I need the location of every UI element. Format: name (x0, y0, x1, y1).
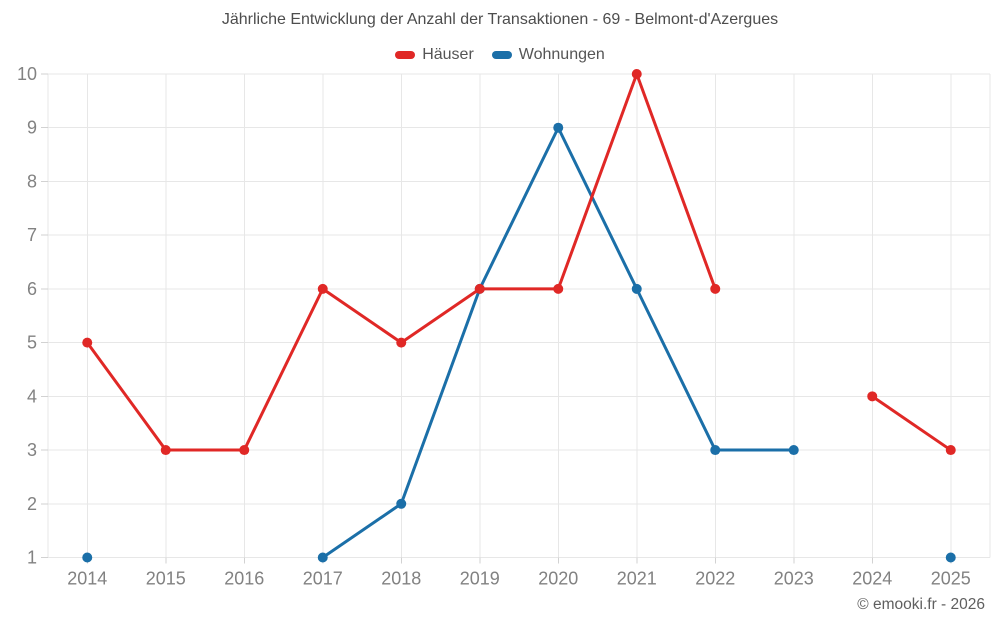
x-tick-label: 2015 (146, 569, 186, 589)
y-tick-label: 4 (27, 386, 37, 406)
data-point-hauser-2019[interactable] (474, 283, 485, 294)
x-tick-label: 2018 (381, 569, 421, 589)
x-tick-label: 2017 (303, 569, 343, 589)
y-tick-label: 8 (27, 171, 37, 191)
legend-label-haeuser: Häuser (422, 46, 474, 63)
data-point-hauser-2017[interactable] (317, 283, 328, 294)
legend-label-wohnungen: Wohnungen (518, 46, 605, 63)
y-tick-label: 10 (17, 64, 37, 84)
x-tick-label: 2022 (695, 569, 735, 589)
legend-swatch-haeuser (395, 51, 416, 59)
data-point-hauser-2015[interactable] (160, 445, 171, 456)
data-point-hauser-2025[interactable] (945, 445, 956, 456)
chart-legend: Häuser Wohnungen (0, 46, 1000, 64)
series-line-hauser (870, 394, 953, 452)
x-tick-label: 2020 (538, 569, 578, 589)
x-tick-label: 2014 (67, 569, 107, 589)
y-tick-label: 1 (27, 548, 37, 568)
data-point-hauser-2014[interactable] (82, 337, 93, 348)
data-point-hauser-2016[interactable] (239, 445, 250, 456)
x-tick-label: 2016 (224, 569, 264, 589)
data-point-hauser-2024[interactable] (867, 391, 878, 402)
x-tick-label: 2025 (931, 569, 971, 589)
y-tick-label: 7 (27, 225, 37, 245)
y-tick-label: 2 (27, 494, 37, 514)
data-point-wohnungen-2020[interactable] (553, 122, 564, 133)
y-tick-label: 6 (27, 279, 37, 299)
legend-item-haeuser[interactable]: Häuser (395, 46, 474, 64)
data-point-wohnungen-2021[interactable] (631, 283, 642, 294)
legend-swatch-wohnungen (491, 51, 512, 59)
x-tick-label: 2021 (617, 569, 657, 589)
data-point-wohnungen-2022[interactable] (710, 445, 721, 456)
y-tick-label: 5 (27, 333, 37, 353)
legend-item-wohnungen[interactable]: Wohnungen (491, 46, 605, 64)
x-tick-label: 2024 (852, 569, 892, 589)
data-point-hauser-2022[interactable] (710, 283, 721, 294)
data-point-wohnungen-2017[interactable] (317, 552, 328, 563)
data-point-hauser-2021[interactable] (631, 69, 642, 79)
data-point-hauser-2020[interactable] (553, 283, 564, 294)
data-point-wohnungen-2018[interactable] (396, 498, 407, 509)
copyright-watermark: © emooki.fr - 2026 (857, 596, 985, 613)
data-point-wohnungen-2014[interactable] (82, 552, 93, 563)
data-point-wohnungen-2023[interactable] (788, 445, 799, 456)
x-tick-label: 2019 (460, 569, 500, 589)
y-tick-label: 3 (27, 440, 37, 460)
chart-title: Jährliche Entwicklung der Anzahl der Tra… (221, 11, 779, 28)
data-point-wohnungen-2025[interactable] (945, 552, 956, 563)
y-tick-label: 9 (27, 118, 37, 138)
x-tick-label: 2023 (774, 569, 814, 589)
data-point-hauser-2018[interactable] (396, 337, 407, 348)
